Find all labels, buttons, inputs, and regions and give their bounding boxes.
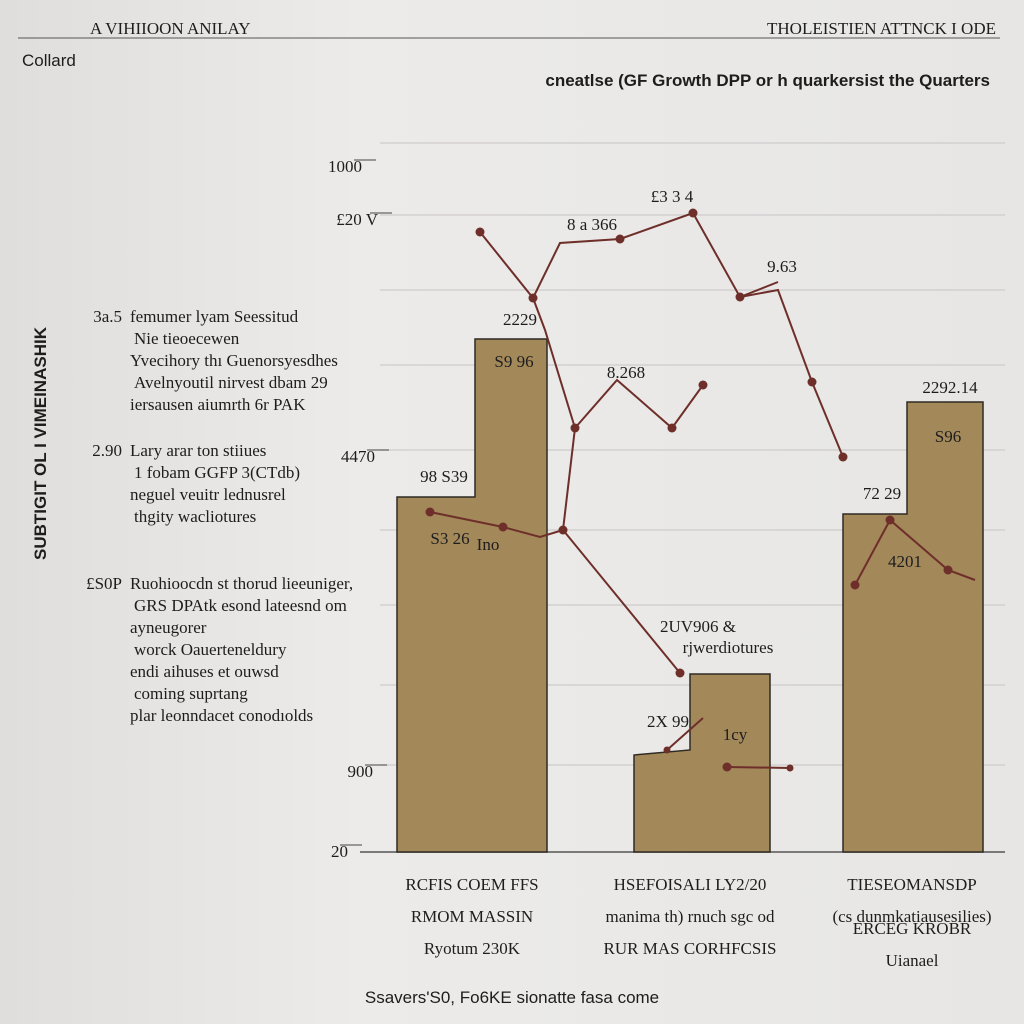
- note-line: iersausen aiumrth 6r PAK: [130, 395, 306, 414]
- line: [854, 518, 976, 586]
- note-line: coming suprtang: [134, 684, 248, 703]
- category-label: Ryotum 230K: [424, 939, 521, 958]
- dot: [663, 746, 671, 754]
- dot: [786, 764, 794, 772]
- note-line: Lary arar ton stiiues: [130, 441, 266, 460]
- dot: [838, 452, 848, 462]
- data-label: 9.63: [767, 257, 797, 276]
- axis-label: 20: [331, 842, 348, 861]
- data-label: 2X 99: [647, 712, 689, 731]
- note-line: endi aihuses et ouwsd: [130, 662, 279, 681]
- data-label: 1cy: [723, 725, 748, 744]
- bar: [633, 673, 771, 853]
- data-label: Ino: [477, 535, 500, 554]
- chart-title: cneatlse (GF Growth DPP or h quarkersist…: [545, 71, 990, 90]
- axis-labels: 1000 £20 V 4470 900 20: [328, 157, 392, 861]
- category-label: (cs dunmkatiausesilies): [832, 907, 991, 926]
- line: [726, 766, 791, 769]
- notes: 3a.5 femumer lyam Seessitud Nie tieoecewen…: [86, 307, 353, 725]
- axis-label: 900: [348, 762, 374, 781]
- note-number: 3a.5: [93, 307, 122, 326]
- note-line: 1 fobam GGFP 3(CTdb): [134, 463, 300, 482]
- data-label: rjwerdiotures: [683, 638, 774, 657]
- dot: [735, 292, 745, 302]
- dot: [498, 522, 508, 532]
- dot: [850, 580, 860, 590]
- axis-label: £20 V: [336, 210, 378, 229]
- category-label: TIESEOMANSDP: [847, 875, 976, 894]
- bar: [842, 401, 984, 853]
- dot: [698, 380, 708, 390]
- category-label: HSEFOISALI LY2/20: [614, 875, 767, 894]
- dot: [722, 762, 732, 772]
- axis-label: 1000: [328, 157, 362, 176]
- note-line: worck Oauerteneldury: [134, 640, 287, 659]
- dot: [425, 507, 435, 517]
- note-line: ayneugorer: [130, 618, 207, 637]
- y-axis-title: SUBTIGIT OL I VIMEINASHIK: [31, 326, 50, 560]
- data-label: 2UV906 &: [660, 617, 736, 636]
- note-line: Yvecihory thı Guenorsyesdhes: [130, 351, 338, 370]
- footer: Ssavers'S0, Fo6KE sionatte fasa come: [365, 988, 659, 1007]
- dots: [425, 208, 953, 772]
- note-number: £S0P: [86, 574, 122, 593]
- dot: [667, 423, 677, 433]
- line: [532, 297, 704, 431]
- data-label: S96: [935, 427, 961, 446]
- data-label: £3 3 4: [651, 187, 694, 206]
- dot: [807, 377, 817, 387]
- dot: [675, 668, 685, 678]
- note-line: plar leonndacet conodıolds: [130, 706, 313, 725]
- data-label: 2229: [503, 310, 537, 329]
- axis-label: 4470: [341, 447, 375, 466]
- line: [666, 717, 704, 751]
- data-label: 72 29: [863, 484, 901, 503]
- data-label: 4201: [888, 552, 922, 571]
- dot: [528, 293, 538, 303]
- header-right: THOLEISTIEN ATTNCK I ODE: [767, 19, 996, 38]
- dot: [475, 227, 485, 237]
- note-line: Nie tieoecewen: [134, 329, 240, 348]
- data-labels: £3 3 4 8 a 366 9.63 2229 S9 96 8.268 2292.14 S9…: [420, 187, 978, 744]
- data-label: 2292.14: [922, 378, 978, 397]
- line: [429, 511, 564, 539]
- category-labels: RCFIS COEM FFS RMOM MASSIN Ryotum 230K HSEF…: [405, 875, 991, 970]
- brand: Collard: [22, 51, 76, 70]
- category-label: RMOM MASSIN: [411, 907, 533, 926]
- category-label: manima th) rnuch sgc od: [605, 907, 775, 926]
- note-line: thgity wacliotures: [134, 507, 256, 526]
- data-label: 8 a 366: [567, 215, 617, 234]
- dot: [570, 423, 580, 433]
- header-left: A VIHIIOON ANILAY: [90, 19, 251, 38]
- note-line: GRS DPAtk esond lateesnd om: [134, 596, 347, 615]
- dot: [615, 234, 625, 244]
- category-label: RCFIS COEM FFS: [405, 875, 538, 894]
- data-label: S9 96: [494, 352, 533, 371]
- category-label: ERCEG KROBR: [853, 919, 972, 938]
- bar: [396, 338, 548, 853]
- line: [739, 288, 844, 458]
- dot: [885, 515, 895, 525]
- category-label: Uianael: [886, 951, 939, 970]
- dot: [943, 565, 953, 575]
- note-line: Ruohioocdn st thorud lieeuniger,: [130, 574, 353, 593]
- dot: [688, 208, 698, 218]
- dot: [558, 525, 568, 535]
- note-line: Avelnyoutil nirvest dbam 29: [134, 373, 328, 392]
- data-label: 8.268: [607, 363, 645, 382]
- data-label: S3 26: [430, 529, 469, 548]
- note-number: 2.90: [92, 441, 122, 460]
- note-line: femumer lyam Seessitud: [130, 307, 299, 326]
- note-line: neguel veuitr lednusrel: [130, 485, 286, 504]
- data-label: 98 S39: [420, 467, 468, 486]
- category-label: RUR MAS CORHFCSIS: [604, 939, 777, 958]
